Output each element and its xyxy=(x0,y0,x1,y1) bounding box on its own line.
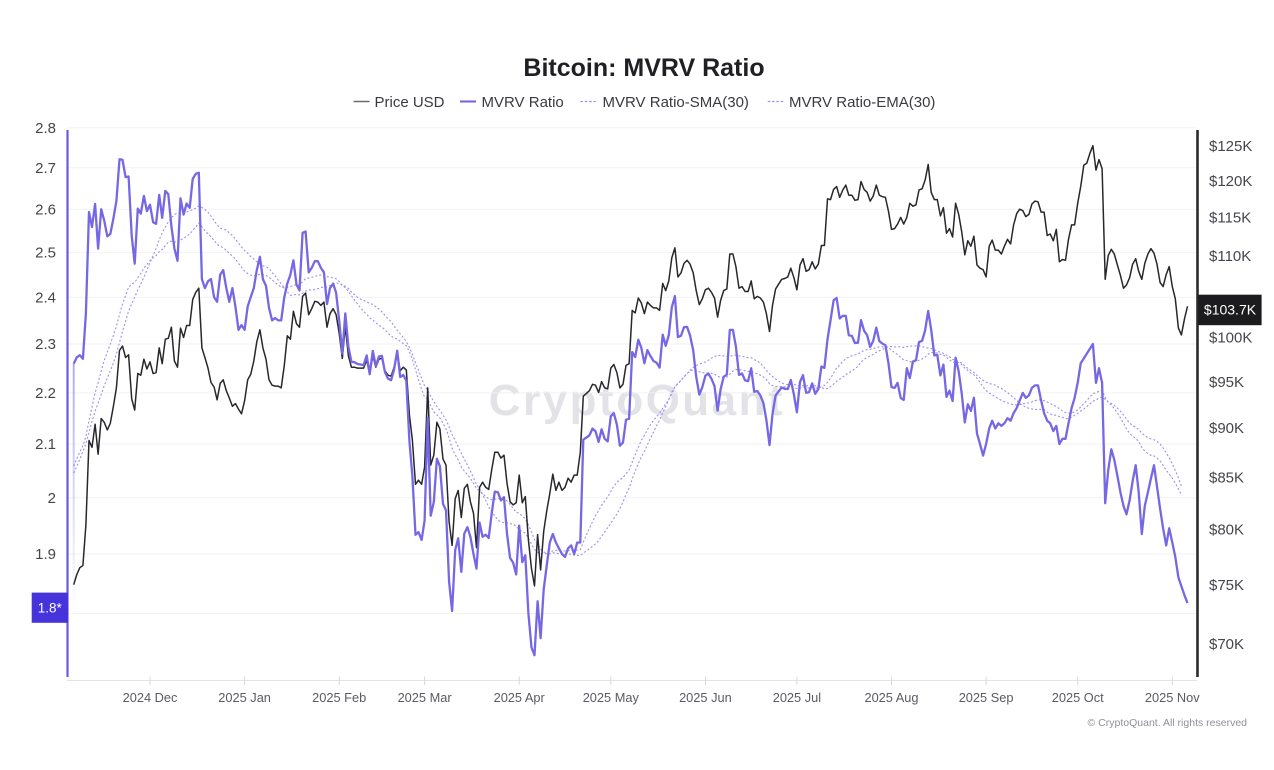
svg-text:$90K: $90K xyxy=(1209,420,1244,437)
svg-text:$115K: $115K xyxy=(1209,210,1251,227)
svg-text:2024 Dec: 2024 Dec xyxy=(123,690,178,705)
svg-text:$125K: $125K xyxy=(1209,138,1252,155)
svg-text:2: 2 xyxy=(48,490,56,507)
svg-text:2025 Feb: 2025 Feb xyxy=(312,690,366,705)
svg-text:2025 Jan: 2025 Jan xyxy=(218,690,271,705)
svg-text:MVRV Ratio-EMA(30): MVRV Ratio-EMA(30) xyxy=(789,94,935,111)
svg-text:MVRV Ratio: MVRV Ratio xyxy=(482,94,564,111)
svg-text:2025 Nov: 2025 Nov xyxy=(1145,690,1200,705)
svg-text:$80K: $80K xyxy=(1209,522,1244,539)
svg-text:MVRV Ratio-SMA(30): MVRV Ratio-SMA(30) xyxy=(603,94,749,111)
svg-text:© CryptoQuant. All rights rese: © CryptoQuant. All rights reserved xyxy=(1088,717,1248,729)
svg-text:2025 May: 2025 May xyxy=(583,690,640,705)
svg-text:CryptoQuant: CryptoQuant xyxy=(489,376,785,425)
svg-text:2025 Oct: 2025 Oct xyxy=(1052,690,1104,705)
svg-text:2025 Sep: 2025 Sep xyxy=(959,690,1014,705)
svg-text:2025 Apr: 2025 Apr xyxy=(494,690,546,705)
svg-text:2025 Jun: 2025 Jun xyxy=(679,690,732,705)
svg-text:2.3: 2.3 xyxy=(35,336,56,353)
svg-text:1.8*: 1.8* xyxy=(38,601,63,616)
svg-text:2025 Mar: 2025 Mar xyxy=(398,690,453,705)
svg-text:2.2: 2.2 xyxy=(35,385,56,402)
svg-text:$75K: $75K xyxy=(1209,577,1244,594)
svg-text:$85K: $85K xyxy=(1209,469,1244,486)
svg-text:$103.7K: $103.7K xyxy=(1204,302,1257,318)
svg-text:Price USD: Price USD xyxy=(375,94,445,111)
svg-text:1.9: 1.9 xyxy=(35,546,56,563)
svg-text:$100K: $100K xyxy=(1209,330,1252,347)
svg-text:2.4: 2.4 xyxy=(35,289,56,306)
svg-text:$70K: $70K xyxy=(1209,636,1244,653)
svg-text:2.1: 2.1 xyxy=(35,436,56,453)
svg-text:2025 Jul: 2025 Jul xyxy=(773,690,821,705)
svg-text:$120K: $120K xyxy=(1209,173,1252,190)
svg-text:2.7: 2.7 xyxy=(35,160,56,177)
svg-text:Bitcoin: MVRV Ratio: Bitcoin: MVRV Ratio xyxy=(523,54,764,82)
svg-text:2.8: 2.8 xyxy=(35,120,56,137)
svg-text:$95K: $95K xyxy=(1209,374,1244,391)
svg-text:2025 Aug: 2025 Aug xyxy=(864,690,918,705)
svg-text:2.6: 2.6 xyxy=(35,202,56,219)
svg-text:$110K: $110K xyxy=(1209,248,1251,265)
svg-text:2.5: 2.5 xyxy=(35,245,56,262)
